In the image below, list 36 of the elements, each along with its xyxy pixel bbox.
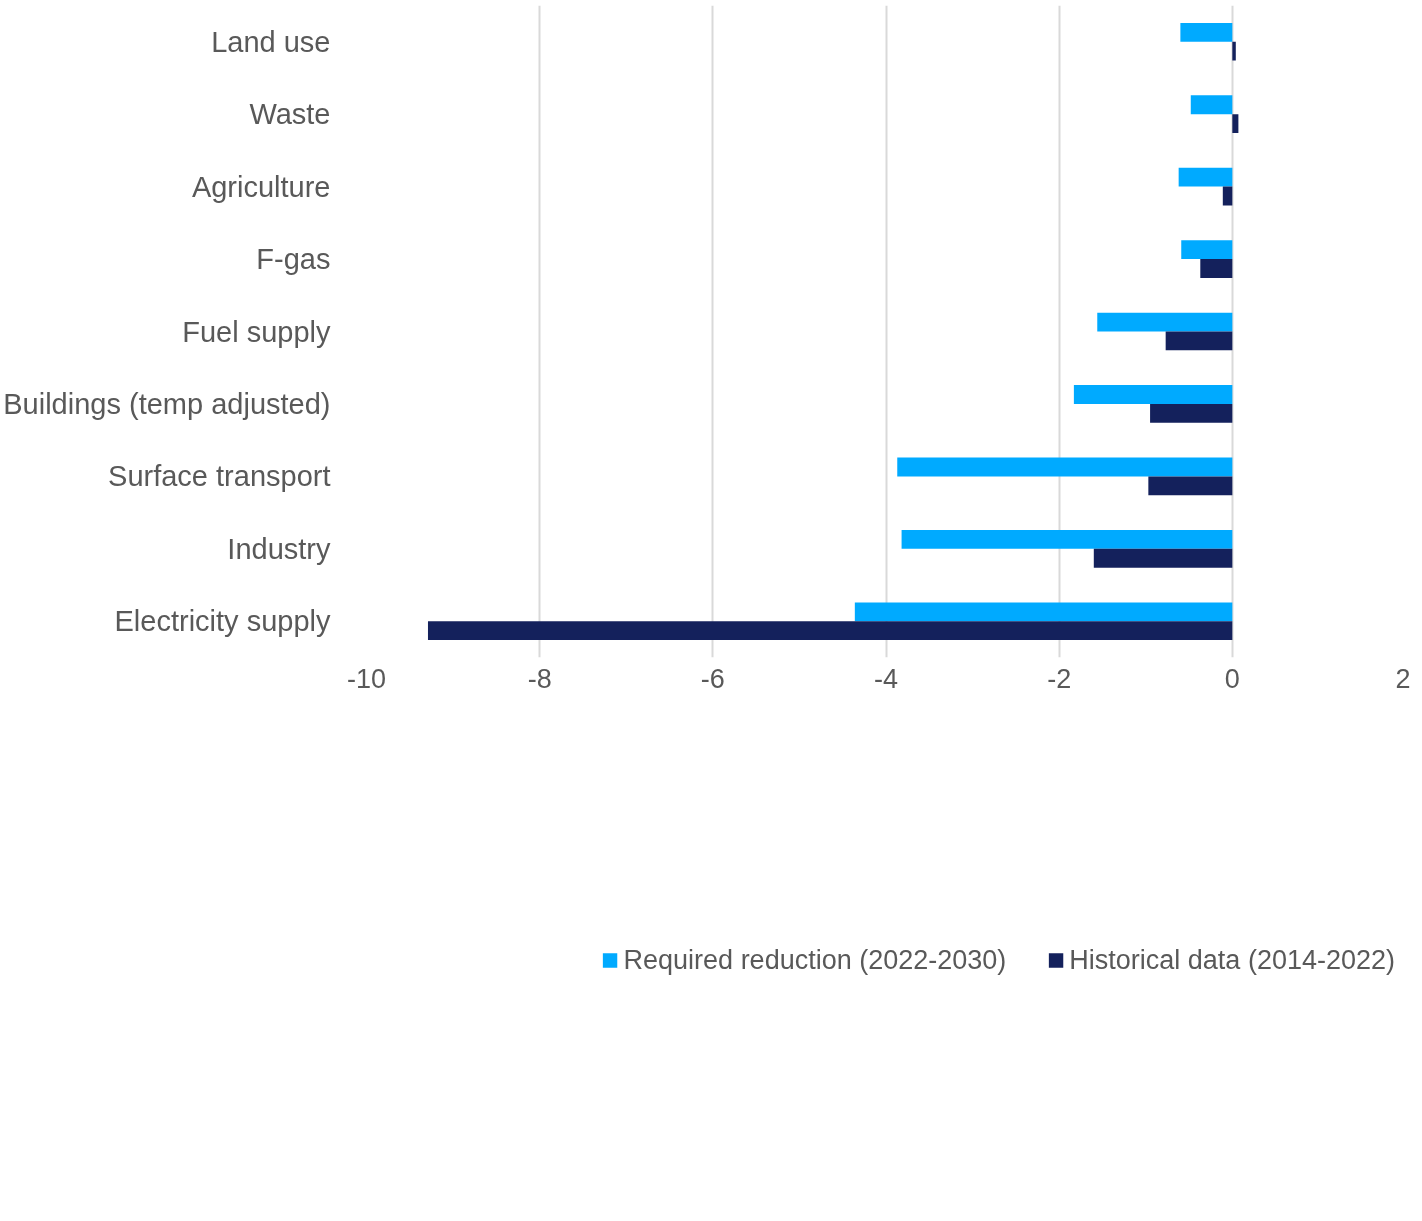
legend-label: Historical data (2014-2022) bbox=[1069, 944, 1395, 976]
y-tick-label: Industry bbox=[227, 532, 331, 565]
x-tick-label: -2 bbox=[1047, 663, 1072, 694]
bar bbox=[1073, 385, 1233, 404]
x-tick-label: -4 bbox=[874, 663, 899, 694]
bar bbox=[1178, 167, 1233, 187]
x-tick-label: -10 bbox=[346, 663, 387, 694]
bar bbox=[1181, 240, 1233, 260]
y-tick-label: F-gas bbox=[256, 243, 331, 276]
y-tick-label: Fuel supply bbox=[182, 315, 331, 348]
bar bbox=[1097, 312, 1233, 332]
x-tick-label: -6 bbox=[700, 663, 725, 694]
y-tick-label: Waste bbox=[249, 98, 331, 131]
bar bbox=[427, 621, 1233, 641]
bar bbox=[1180, 22, 1233, 42]
bar bbox=[1150, 403, 1233, 423]
bar bbox=[1232, 41, 1236, 61]
bar bbox=[1232, 114, 1239, 133]
x-tick-label: -8 bbox=[527, 663, 552, 694]
bar bbox=[901, 530, 1233, 549]
legend-label: Required reduction (2022-2030) bbox=[623, 944, 1007, 976]
bar bbox=[1148, 476, 1233, 496]
y-tick-label: Electricity supply bbox=[114, 605, 331, 638]
bar bbox=[1222, 186, 1233, 206]
y-tick-label: Land use bbox=[211, 25, 331, 58]
bar bbox=[1093, 548, 1233, 568]
x-tick-label: 2 bbox=[1395, 663, 1411, 694]
y-tick-label: Buildings (temp adjusted) bbox=[3, 387, 331, 420]
bar bbox=[1200, 259, 1233, 278]
bar bbox=[897, 457, 1233, 477]
x-tick-label: 0 bbox=[1224, 663, 1240, 694]
bar bbox=[1190, 95, 1233, 115]
y-tick-label: Agriculture bbox=[191, 170, 331, 203]
bar bbox=[1165, 331, 1233, 351]
bar bbox=[854, 602, 1233, 622]
y-tick-label: Surface transport bbox=[108, 460, 331, 493]
